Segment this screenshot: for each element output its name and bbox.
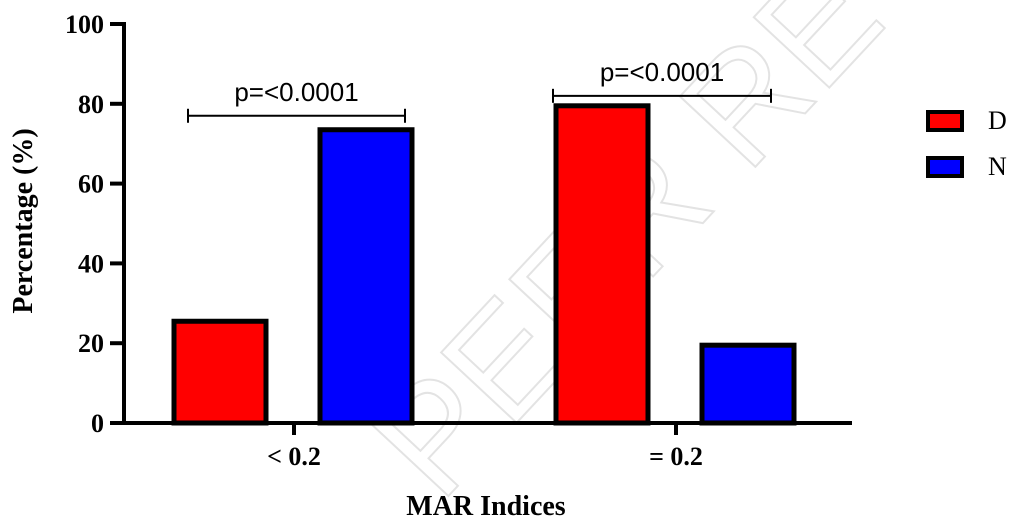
- y-tick-label: 60: [78, 170, 104, 199]
- p-value-label: p=<0.0001: [234, 77, 358, 107]
- bars: [171, 103, 797, 426]
- legend-swatch-D: [926, 110, 964, 132]
- y-tick-label: 20: [78, 329, 104, 358]
- y-axis-title: Percentage (%): [8, 128, 39, 313]
- x-tick-label: = 0.2: [649, 442, 703, 471]
- y-tick-label: 80: [78, 90, 104, 119]
- x-tick-labels: < 0.2 = 0.2: [267, 423, 703, 471]
- bar-N-2: [699, 342, 797, 426]
- bar-N-1: [317, 127, 415, 426]
- axes: [122, 22, 852, 425]
- y-tick-label: 40: [78, 249, 104, 278]
- y-tick-label: 100: [65, 10, 104, 39]
- y-tick-label: 0: [91, 409, 104, 438]
- y-ticks: 0 20 40 60 80 100: [65, 10, 124, 438]
- legend-label-D: D: [988, 106, 1007, 135]
- legend-label-N: N: [988, 152, 1007, 181]
- bar-D-2: [553, 103, 651, 426]
- p-value-label: p=<0.0001: [600, 57, 724, 87]
- bar-D-1: [171, 318, 269, 426]
- significance-annotations: p=<0.0001 p=<0.0001: [187, 57, 772, 123]
- x-tick-label: < 0.2: [267, 442, 321, 471]
- legend-swatch-N: [926, 156, 964, 178]
- legend: DN: [926, 106, 1007, 181]
- x-axis-title: MAR Indices: [406, 491, 566, 518]
